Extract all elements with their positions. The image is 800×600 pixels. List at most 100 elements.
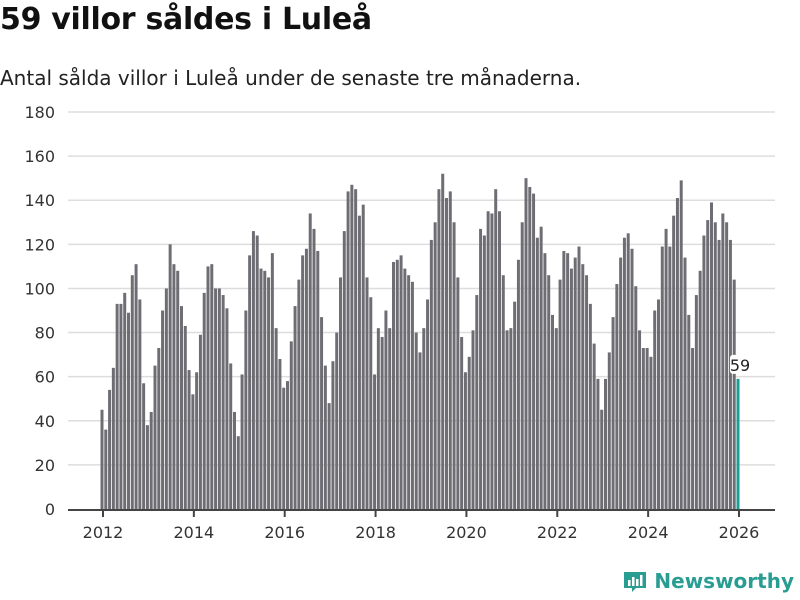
bar — [104, 429, 108, 509]
bar — [145, 425, 149, 509]
bar — [248, 255, 252, 509]
bar — [486, 211, 490, 509]
bar — [581, 264, 585, 509]
bar — [649, 356, 653, 509]
bar — [198, 334, 202, 509]
bar — [346, 191, 350, 509]
bar — [392, 261, 395, 509]
bar — [293, 306, 297, 509]
x-tick-label: 2014 — [173, 523, 214, 542]
bar — [100, 409, 104, 509]
bar — [437, 189, 441, 509]
bar — [641, 347, 645, 509]
bar — [524, 178, 528, 509]
bar — [479, 228, 483, 509]
bar — [558, 279, 562, 509]
bar — [566, 253, 570, 509]
bar — [532, 193, 536, 509]
bar — [183, 325, 187, 509]
bar — [251, 231, 255, 509]
bar — [634, 286, 638, 509]
bar — [327, 403, 331, 509]
bar — [414, 332, 418, 509]
bar — [539, 226, 543, 509]
bar — [706, 220, 710, 510]
y-tick-label: 100 — [24, 279, 55, 298]
bar — [202, 292, 206, 509]
bar — [554, 328, 558, 509]
bar — [263, 270, 267, 509]
bar — [460, 336, 464, 509]
bar — [388, 328, 392, 509]
bar — [240, 374, 244, 509]
bar — [191, 394, 195, 509]
bar — [501, 275, 505, 509]
bar — [407, 275, 411, 509]
bar — [187, 370, 191, 509]
bar — [297, 279, 301, 509]
bar — [475, 295, 479, 509]
bar — [728, 239, 732, 509]
bar — [732, 279, 736, 509]
bar — [694, 295, 698, 509]
bar — [626, 233, 630, 510]
bar — [456, 277, 460, 509]
bar — [683, 257, 687, 509]
bar — [638, 330, 642, 509]
bar — [452, 222, 456, 509]
bar — [471, 330, 475, 509]
bar — [369, 297, 373, 509]
bar — [267, 277, 271, 509]
bar — [679, 180, 683, 509]
bar — [301, 255, 305, 509]
bar — [498, 211, 501, 509]
y-tick-label: 0 — [45, 500, 55, 519]
bar — [577, 246, 581, 510]
bar — [236, 436, 240, 509]
bar — [490, 213, 494, 509]
bar — [653, 310, 657, 509]
bar — [312, 228, 316, 509]
y-tick-label: 80 — [35, 324, 55, 343]
bar — [316, 250, 320, 509]
bar — [585, 275, 589, 509]
bar — [736, 378, 740, 509]
bar — [660, 246, 664, 510]
bar — [687, 314, 691, 509]
bar — [149, 411, 153, 509]
bar — [429, 239, 433, 509]
bar — [672, 215, 676, 509]
bar — [259, 268, 263, 509]
bar — [384, 310, 388, 509]
bar — [494, 189, 498, 509]
bar — [270, 253, 274, 509]
bar — [233, 411, 236, 509]
bar — [157, 347, 161, 509]
x-tick-label: 2024 — [628, 523, 669, 542]
bar — [600, 409, 604, 509]
bar — [380, 336, 384, 509]
bar — [717, 239, 721, 509]
bar — [176, 270, 180, 509]
bar — [225, 308, 229, 509]
bar — [691, 347, 695, 509]
bar — [410, 281, 414, 509]
bar — [282, 387, 286, 509]
bar — [214, 288, 218, 509]
bar — [376, 328, 380, 509]
bar — [588, 303, 592, 509]
newsworthy-logo: Newsworthy — [622, 568, 794, 594]
bar — [607, 352, 611, 509]
x-tick-label: 2012 — [83, 523, 124, 542]
x-tick-label: 2016 — [264, 523, 305, 542]
bar — [153, 365, 157, 509]
bar — [433, 222, 437, 509]
bar — [210, 264, 214, 509]
bar — [221, 295, 225, 509]
bar — [229, 363, 233, 509]
bar — [361, 204, 365, 509]
bar — [664, 228, 668, 509]
bar — [134, 264, 138, 509]
bar — [111, 367, 115, 509]
